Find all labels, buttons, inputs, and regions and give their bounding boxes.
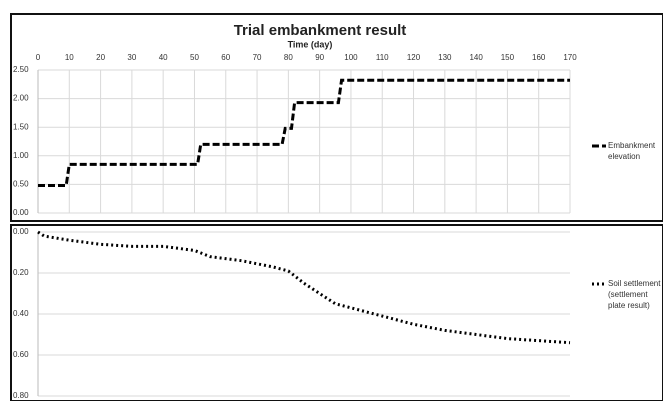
- x-tick-label: 160: [532, 53, 546, 62]
- y-tick-label: 1.00: [13, 151, 29, 160]
- x-tick-label: 150: [501, 53, 515, 62]
- chart-title: Trial embankment result: [234, 22, 407, 39]
- y-tick-label: 0.20: [13, 268, 29, 277]
- series-line: [37, 230, 571, 345]
- x-tick-label: 70: [253, 53, 262, 62]
- y-tick-label: 0.40: [13, 309, 29, 318]
- legend-entry: Soil settlement (settlement plate result…: [608, 279, 661, 310]
- y-tick-label: 0.00: [13, 208, 29, 217]
- x-tick-label: 50: [190, 53, 199, 62]
- y-tick-label: 0.80: [13, 391, 29, 400]
- y-tick-label: 0.00: [13, 227, 29, 236]
- x-tick-label: 40: [159, 53, 168, 62]
- x-tick-label: 20: [96, 53, 105, 62]
- series-line: [38, 78, 570, 188]
- legend-entry: Embankment elevation: [608, 141, 656, 161]
- x-tick-label: 60: [221, 53, 230, 62]
- top-panel-frame: [10, 13, 663, 222]
- x-tick-label: 140: [469, 53, 483, 62]
- x-tick-label: 120: [407, 53, 421, 62]
- y-tick-label: 0.60: [13, 350, 29, 359]
- bottom-panel-frame: [10, 224, 663, 401]
- x-tick-label: 30: [127, 53, 136, 62]
- y-tick-label: 2.00: [13, 94, 29, 103]
- x-tick-label: 130: [438, 53, 452, 62]
- legend-label: Embankment elevation: [608, 141, 656, 161]
- x-tick-label: 90: [315, 53, 324, 62]
- x-tick-label: 110: [376, 53, 389, 62]
- y-tick-label: 0.50: [13, 180, 29, 189]
- x-tick-label: 10: [65, 53, 74, 62]
- x-axis-label: Time (day): [288, 39, 333, 49]
- legend-label: Soil settlement (settlement plate result…: [608, 279, 661, 310]
- x-tick-label: 100: [344, 53, 358, 62]
- x-tick-label: 170: [563, 53, 577, 62]
- y-tick-label: 2.50: [13, 65, 29, 74]
- x-tick-label: 0: [36, 53, 41, 62]
- x-tick-label: 80: [284, 53, 293, 62]
- y-tick-label: 1.50: [13, 122, 29, 131]
